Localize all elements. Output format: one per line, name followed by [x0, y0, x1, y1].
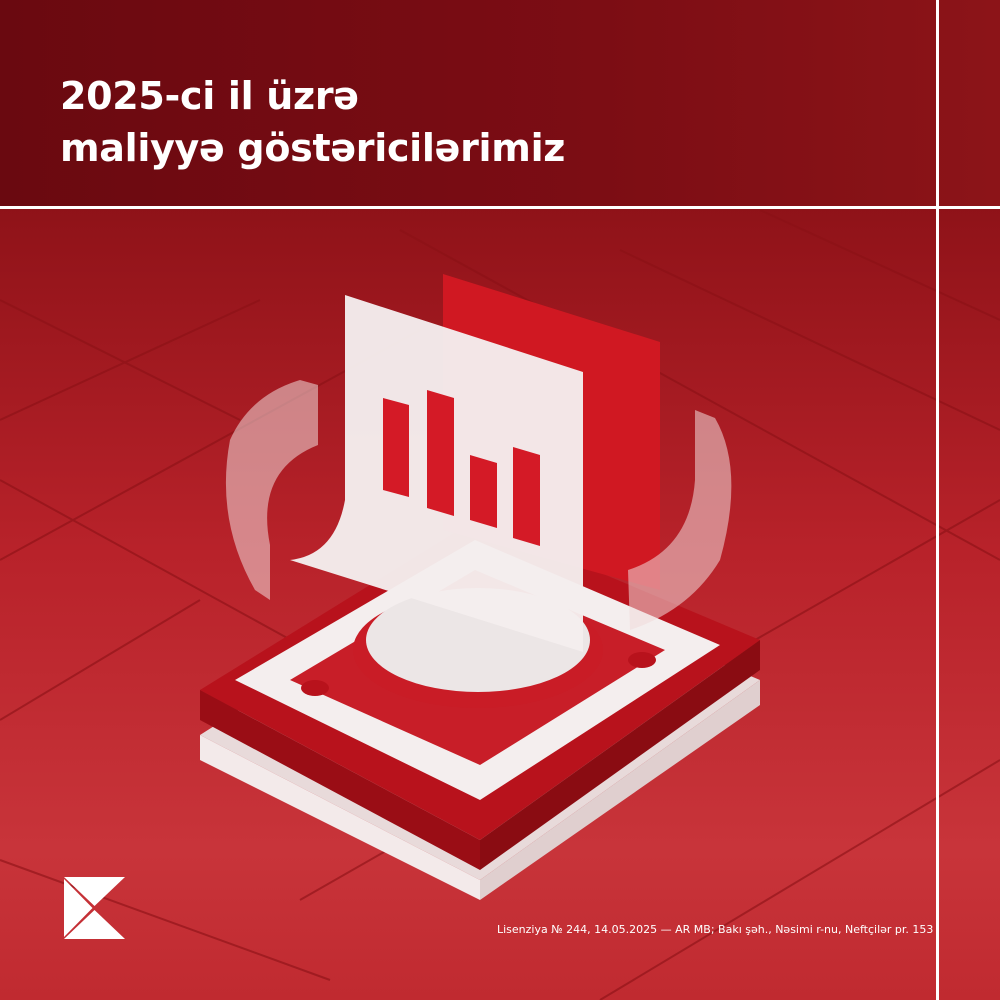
divider-horizontal: [0, 206, 1000, 209]
header-band: [0, 0, 1000, 207]
title-line-2: maliyyə göstəricilərimiz: [60, 126, 566, 170]
title-line-1: 2025-ci il üzrə: [60, 74, 359, 118]
glass-ring-left: [225, 380, 318, 600]
page-title: 2025-ci il üzrə maliyyə göstəricilərimiz: [60, 70, 565, 174]
brand-logo: [64, 877, 125, 939]
glass-ring-right: [628, 410, 732, 630]
license-text: Lisenziya № 244, 14.05.2025 — AR MB; Bak…: [497, 923, 934, 936]
divider-vertical: [936, 0, 939, 1000]
document-bars: [383, 390, 540, 546]
